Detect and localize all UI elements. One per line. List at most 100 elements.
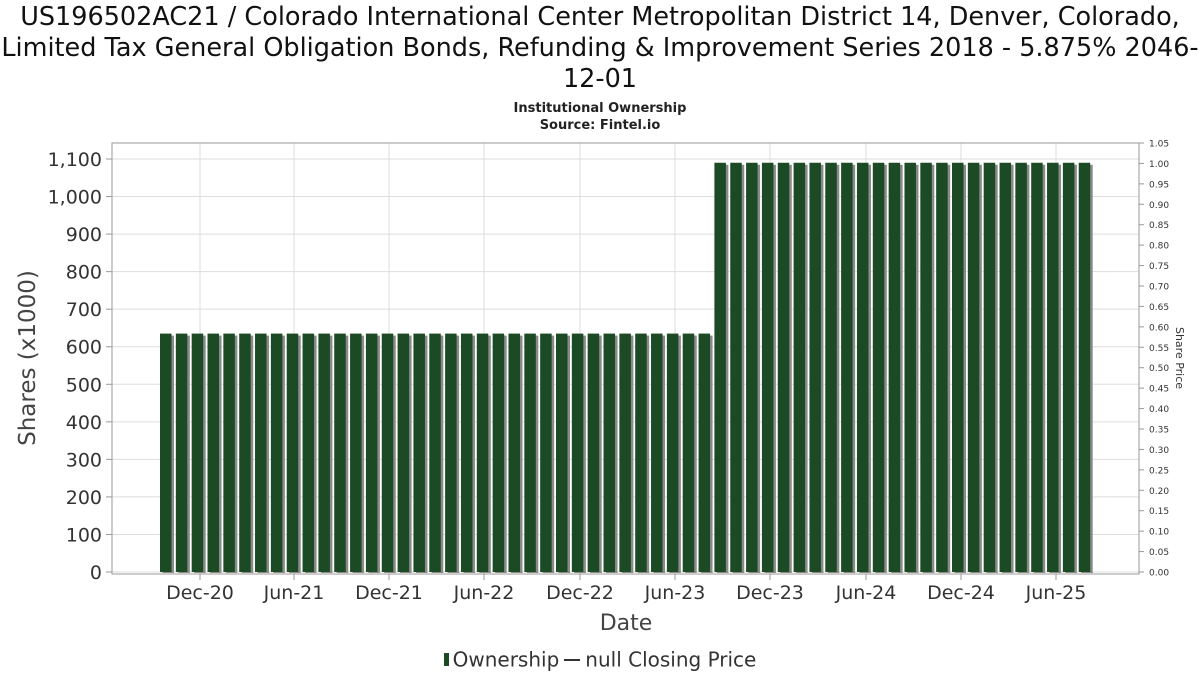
ownership-bar xyxy=(1062,162,1075,572)
ownership-bar xyxy=(967,162,980,572)
y2-tick-label: 0.45 xyxy=(1149,385,1169,395)
y2-tick-label: 0.75 xyxy=(1149,262,1169,272)
y2-tick-label: 0.10 xyxy=(1149,528,1169,538)
ownership-bar xyxy=(635,333,647,572)
ownership-bar xyxy=(302,333,315,572)
ownership-bar xyxy=(682,333,695,572)
ownership-bar xyxy=(777,162,790,572)
ownership-bar xyxy=(904,162,916,572)
ownership-bar xyxy=(809,162,821,572)
x-tick-label: Dec-24 xyxy=(927,582,995,604)
x-axis-label: Date xyxy=(600,611,653,636)
ownership-bar xyxy=(445,333,457,572)
x-tick-label: Jun-21 xyxy=(263,582,325,604)
ownership-bar xyxy=(1078,162,1091,572)
x-tick-label: Dec-22 xyxy=(546,582,614,604)
ownership-bar xyxy=(350,333,362,572)
x-tick-label: Jun-24 xyxy=(835,582,897,604)
y2-axis-label: Share Price xyxy=(1173,327,1186,389)
ownership-bar xyxy=(841,162,853,572)
legend: Ownership null Closing Price xyxy=(0,646,1200,672)
ownership-bar xyxy=(587,333,600,572)
y-tick-label: 200 xyxy=(66,487,102,509)
x-tick-label: Dec-21 xyxy=(355,582,423,604)
y2-tick-label: 0.35 xyxy=(1149,426,1169,436)
ownership-bar xyxy=(397,333,410,572)
ownership-bar xyxy=(952,162,964,572)
ownership-bar xyxy=(160,333,172,572)
ownership-bar xyxy=(207,333,220,572)
x-tick-label: Jun-23 xyxy=(644,582,706,604)
ownership-bar xyxy=(746,162,758,572)
y2-tick-label: 0.95 xyxy=(1149,180,1169,190)
ownership-bar xyxy=(429,333,441,572)
price-legend-swatch xyxy=(564,658,581,661)
ownership-bar xyxy=(888,162,901,572)
y-tick-label: 900 xyxy=(66,224,102,246)
ownership-legend-swatch xyxy=(443,653,449,666)
y-tick-label: 1,100 xyxy=(48,149,102,171)
chart-subtitle: Institutional Ownership xyxy=(513,101,687,116)
y2-tick-label: 0.30 xyxy=(1149,446,1169,456)
ownership-chart: 0 100 200 300 400 500 600 700 800 900 1,000 1,100 0… xyxy=(15,140,1186,637)
ownership-bar xyxy=(381,333,394,572)
ownership-bar xyxy=(524,333,536,572)
y2-tick-label: 0.05 xyxy=(1149,548,1169,558)
y2-tick-label: 0.20 xyxy=(1149,487,1169,497)
ownership-bar xyxy=(825,162,837,572)
ownership-bar xyxy=(856,162,869,572)
ownership-bar xyxy=(492,333,505,572)
y-tick-label: 700 xyxy=(66,299,102,321)
y2-tick-label: 0.60 xyxy=(1149,323,1169,333)
x-tick-label: Jun-25 xyxy=(1025,582,1087,604)
ownership-bar xyxy=(793,162,806,572)
ownership-bar xyxy=(571,333,584,572)
ownership-bar xyxy=(540,333,552,572)
y2-tick-label: 0.15 xyxy=(1149,507,1169,517)
ownership-bar xyxy=(999,162,1012,572)
ownership-bar xyxy=(1015,162,1027,572)
ownership-bar xyxy=(619,333,631,572)
y2-tick-label: 0.00 xyxy=(1149,569,1169,579)
y-axis-label: Shares (x1000) xyxy=(15,270,41,446)
ownership-bar xyxy=(666,333,679,572)
ownership-bar xyxy=(318,333,330,572)
y-tick-label: 400 xyxy=(66,412,102,434)
ownership-bar xyxy=(223,333,235,572)
ownership-bar xyxy=(239,333,251,572)
y-axis: 0 100 200 300 400 500 600 700 800 900 1,000 1,100 xyxy=(48,149,112,584)
y2-tick-label: 1.05 xyxy=(1149,140,1169,150)
y-tick-label: 1,000 xyxy=(48,187,102,209)
ownership-bar xyxy=(761,162,774,572)
ownership-bar xyxy=(334,333,346,572)
y-tick-label: 300 xyxy=(66,449,102,471)
ownership-bar xyxy=(714,162,726,572)
chart-source: Source: Fintel.io xyxy=(539,118,661,133)
ownership-bar xyxy=(191,333,204,572)
legend-ownership: Ownership xyxy=(452,647,560,672)
y2-tick-label: 0.40 xyxy=(1149,405,1169,415)
ownership-bar xyxy=(651,333,663,572)
y-tick-label: 500 xyxy=(66,374,102,396)
y2-axis: 0.00 0.05 0.10 0.15 0.20 0.25 0.30 0.35 0.40 0.45… xyxy=(1139,140,1169,579)
ownership-bar xyxy=(508,333,520,572)
ownership-bar xyxy=(175,333,188,572)
ownership-bar xyxy=(413,333,425,572)
bars xyxy=(160,162,1093,573)
y-tick-label: 800 xyxy=(66,262,102,284)
plot-frame xyxy=(111,142,1140,575)
y-tick-label: 600 xyxy=(66,337,102,359)
chart-title: US196502AC21 / Colorado International Ce… xyxy=(1,2,1199,94)
ownership-bar xyxy=(730,162,742,572)
ownership-bar xyxy=(603,333,616,572)
y2-tick-label: 0.55 xyxy=(1149,344,1169,354)
ownership-bar xyxy=(556,333,568,572)
ownership-bar xyxy=(936,162,948,572)
x-axis: Dec-20 Jun-21 Dec-21 Jun-22 Dec-22 Jun-23 Dec-… xyxy=(166,574,1086,604)
ownership-bar xyxy=(270,333,283,572)
y2-tick-label: 0.80 xyxy=(1149,242,1169,252)
x-tick-label: Dec-23 xyxy=(736,582,804,604)
y2-tick-label: 0.25 xyxy=(1149,466,1169,476)
ownership-bar xyxy=(476,333,489,572)
ownership-bar xyxy=(983,162,996,572)
